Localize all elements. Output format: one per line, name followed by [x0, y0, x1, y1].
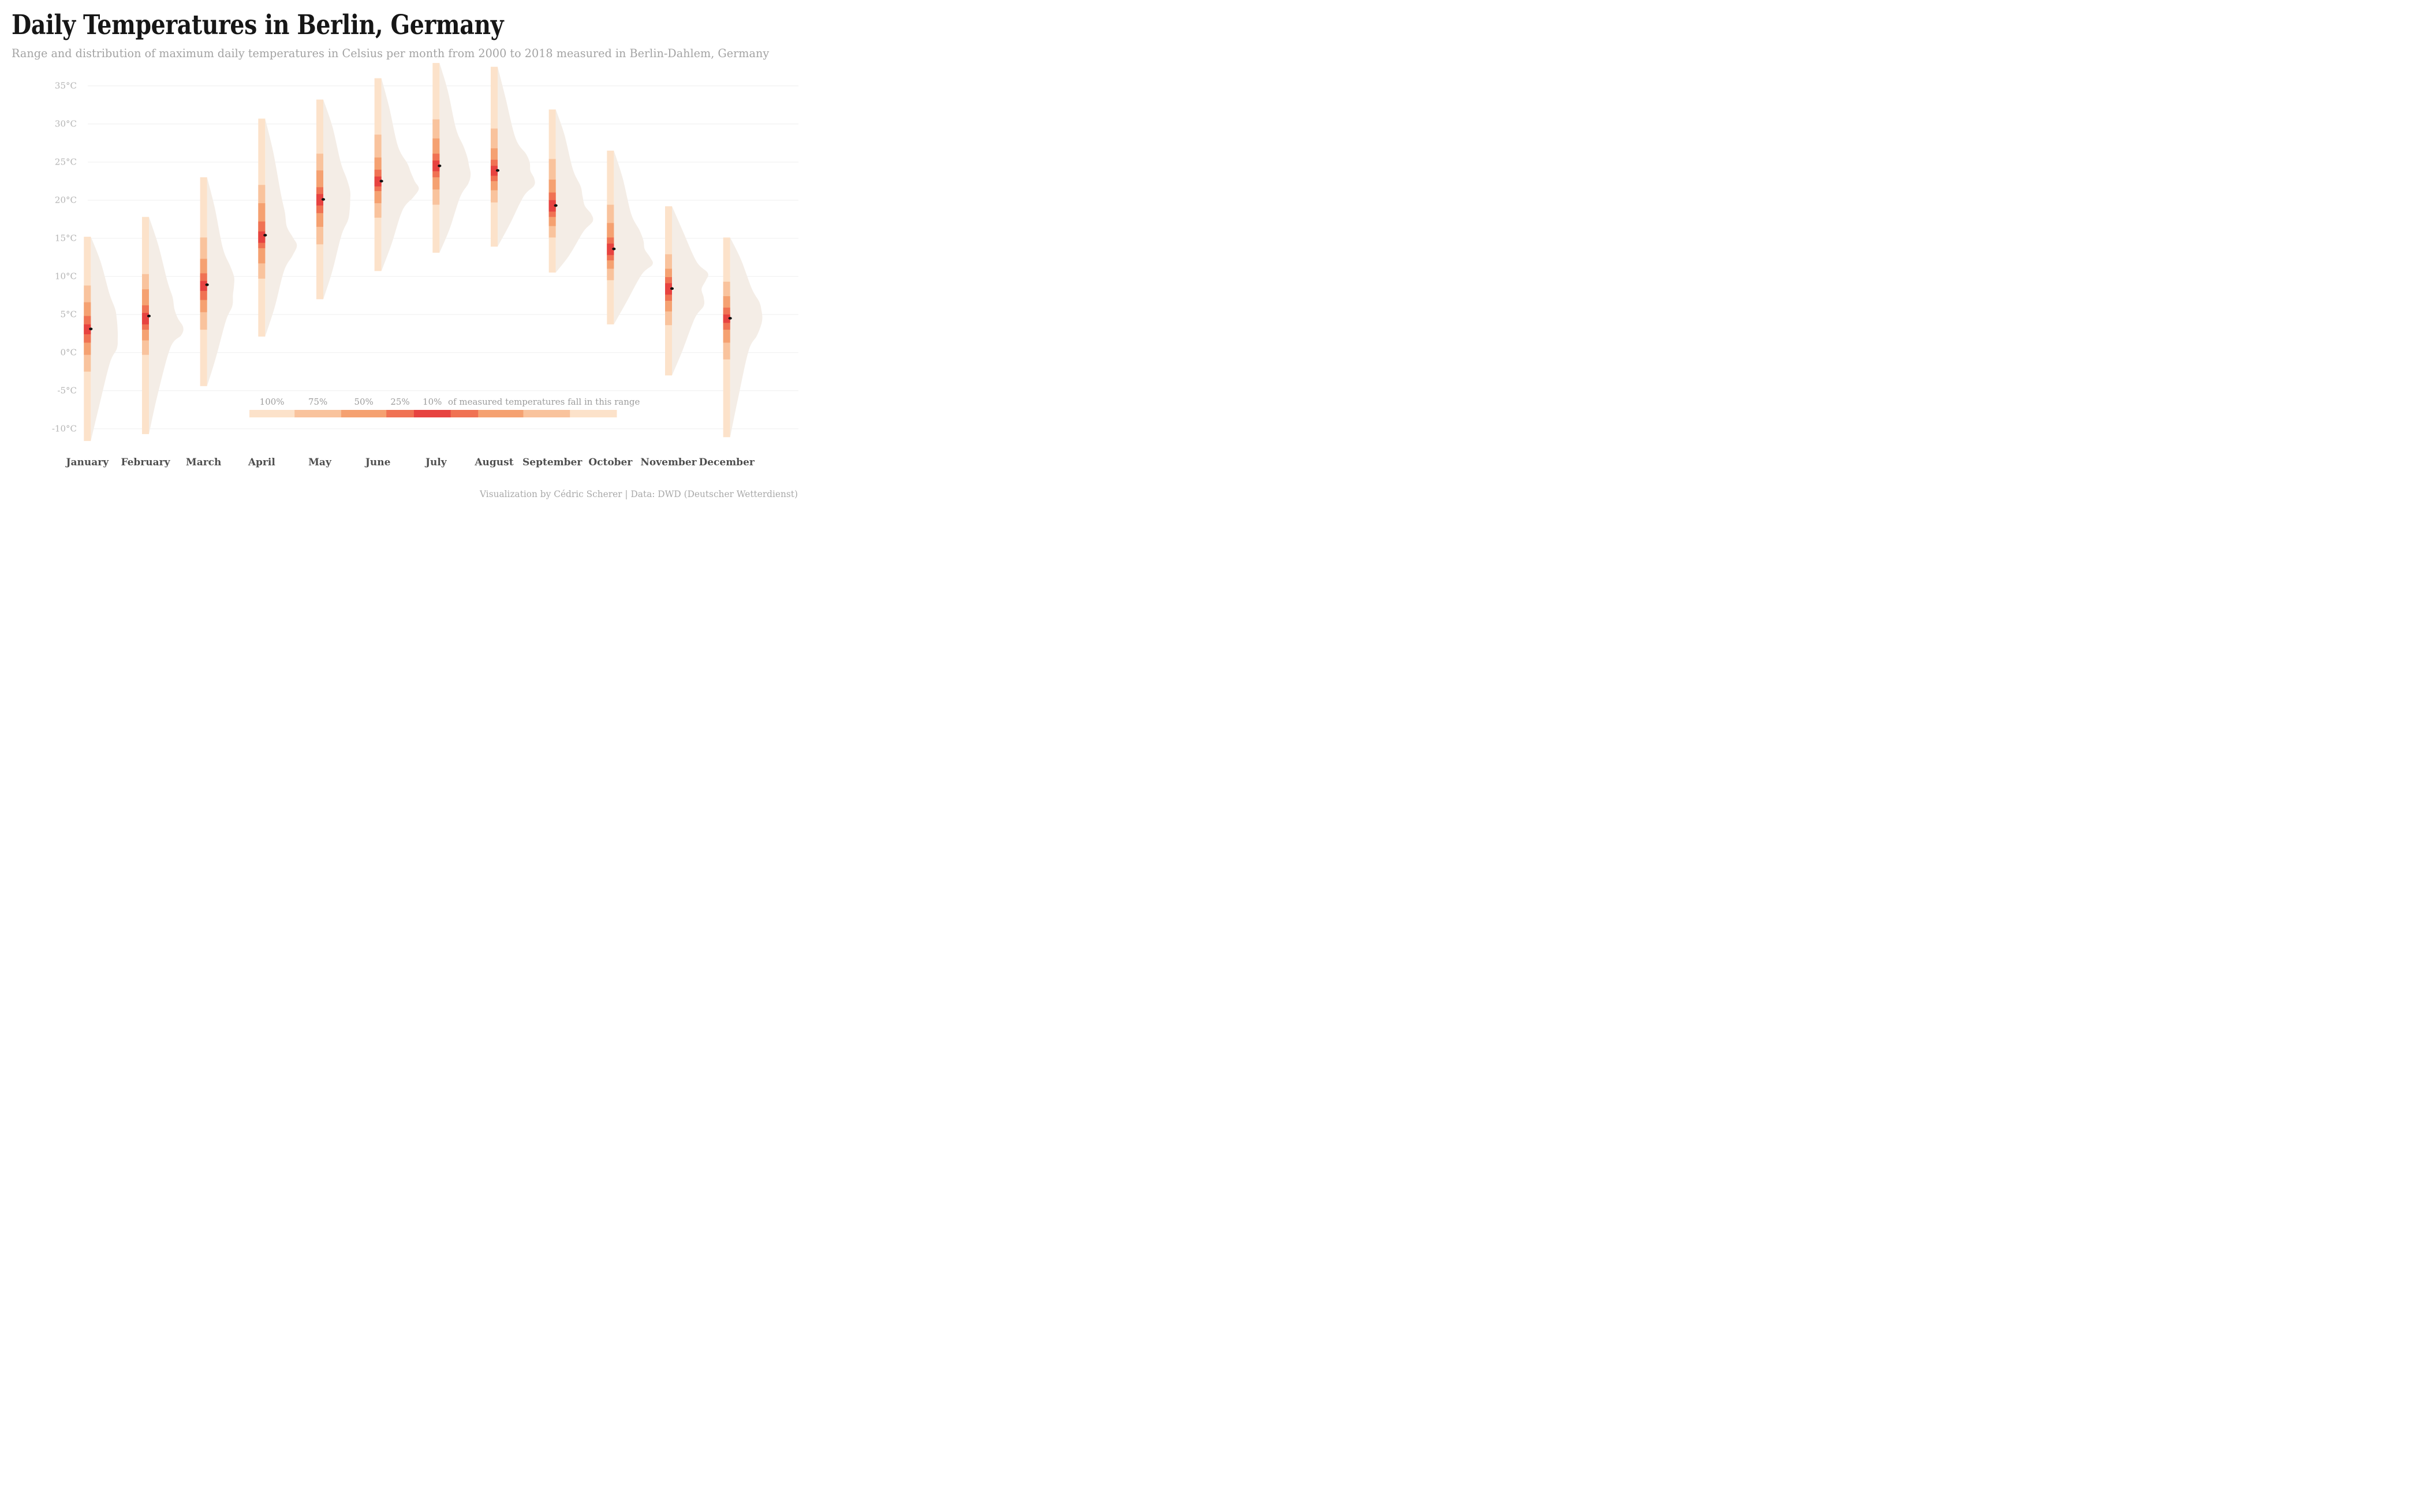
violin-april — [265, 118, 297, 337]
violin-september — [555, 109, 593, 273]
range-10pct-september — [548, 200, 556, 212]
violin-november — [672, 206, 708, 376]
chart-subtitle: Range and distribution of maximum daily … — [12, 46, 770, 60]
median-dot-july — [438, 165, 442, 167]
violin-interval-chart: 35°C 30°C 25°C 20°C 15°C 10°C 5°C 0°C -5°C -10°C J… — [52, 63, 798, 468]
median-dot-january — [89, 327, 93, 331]
month-group-june — [374, 78, 383, 271]
legend-label-75: 75% — [308, 397, 327, 407]
legend-segment-7 — [478, 410, 524, 417]
range-10pct-august — [490, 166, 498, 176]
legend-segment-2 — [294, 410, 342, 417]
y-axis-tick-label: 5°C — [60, 309, 77, 320]
median-dot-december — [728, 317, 732, 320]
x-axis-label-may: May — [308, 457, 332, 468]
legend-segment-3 — [341, 410, 387, 417]
median-dot-september — [554, 204, 558, 207]
range-10pct-may — [316, 194, 323, 206]
y-axis-tick-label: 20°C — [55, 195, 77, 206]
chart-title: Daily Temperatures in Berlin, Germany — [12, 9, 504, 41]
y-axis-tick-label: 0°C — [60, 348, 77, 358]
violin-january — [91, 237, 118, 441]
range-10pct-march — [200, 281, 207, 291]
y-axis-tick-label: -10°C — [52, 424, 77, 434]
y-axis-tick-label: 15°C — [55, 233, 77, 244]
y-axis-tick-label: 25°C — [55, 157, 77, 167]
y-axis-tick-label: 30°C — [55, 119, 77, 129]
month-group-august — [490, 66, 500, 247]
legend-segment-1 — [249, 410, 295, 417]
legend-label-100: 100% — [260, 397, 285, 407]
x-axis-label-february: February — [121, 457, 170, 468]
median-dot-march — [205, 283, 209, 286]
month-group-october — [607, 150, 616, 324]
legend-label-10: 10% — [423, 397, 442, 407]
range-10pct-october — [607, 243, 614, 255]
range-10pct-december — [723, 314, 730, 323]
range-10pct-november — [665, 283, 672, 295]
violin-june — [381, 78, 419, 271]
violin-october — [614, 150, 653, 324]
median-dot-november — [670, 287, 674, 290]
legend-label-50: 50% — [354, 397, 373, 407]
y-axis-tick-label: 35°C — [55, 81, 77, 91]
x-axis-label-july: July — [424, 457, 447, 468]
x-axis-label-april: April — [248, 457, 275, 468]
credit-line: Visualization by Cédric Scherer | Data: … — [480, 488, 798, 499]
median-dot-may — [321, 198, 326, 201]
x-axis-label-november: November — [640, 457, 697, 468]
month-group-november — [665, 206, 674, 376]
x-axis-label-december: December — [699, 457, 755, 468]
x-axis-label-march: March — [186, 457, 222, 468]
violin-february — [149, 216, 184, 434]
range-10pct-july — [432, 160, 440, 171]
x-axis-label-june: June — [364, 457, 391, 468]
median-dot-april — [263, 234, 267, 237]
legend-label-25: 25% — [390, 397, 409, 407]
legend-description: of measured temperatures fall in this ra… — [448, 397, 640, 407]
legend-segment-4 — [386, 410, 415, 417]
range-10pct-june — [374, 176, 382, 186]
median-dot-august — [495, 169, 500, 172]
range-10pct-april — [258, 231, 266, 243]
median-dot-june — [379, 180, 383, 183]
month-group-march — [200, 177, 209, 386]
range-10pct-january — [84, 324, 91, 335]
x-axis-label-january: January — [65, 457, 109, 468]
violin-august — [498, 66, 535, 247]
range-10pct-february — [141, 313, 149, 324]
legend-segment-5 — [413, 410, 451, 417]
month-group-july — [432, 63, 442, 253]
month-group-september — [548, 109, 558, 273]
month-group-february — [141, 216, 151, 434]
legend-segment-9 — [570, 410, 617, 417]
x-axis-label-october: October — [588, 457, 633, 468]
month-group-april — [258, 118, 267, 337]
median-dot-october — [612, 247, 616, 251]
violin-july — [439, 63, 471, 253]
month-group-january — [84, 237, 93, 441]
month-group-may — [316, 99, 326, 300]
y-axis-tick-label: 10°C — [55, 271, 77, 282]
x-axis-label-august: August — [474, 457, 513, 468]
month-group-december — [723, 237, 732, 438]
violin-december — [730, 237, 763, 438]
legend-segment-8 — [523, 410, 570, 417]
y-axis-tick-label: -5°C — [57, 386, 77, 396]
violin-may — [323, 99, 350, 300]
x-axis-label-september: September — [522, 457, 583, 468]
violin-march — [207, 177, 234, 386]
median-dot-february — [147, 315, 151, 318]
legend-segment-6 — [450, 410, 479, 417]
chart-canvas: 35°C 30°C 25°C 20°C 15°C 10°C 5°C 0°C -5°C -10°C J… — [0, 0, 808, 504]
